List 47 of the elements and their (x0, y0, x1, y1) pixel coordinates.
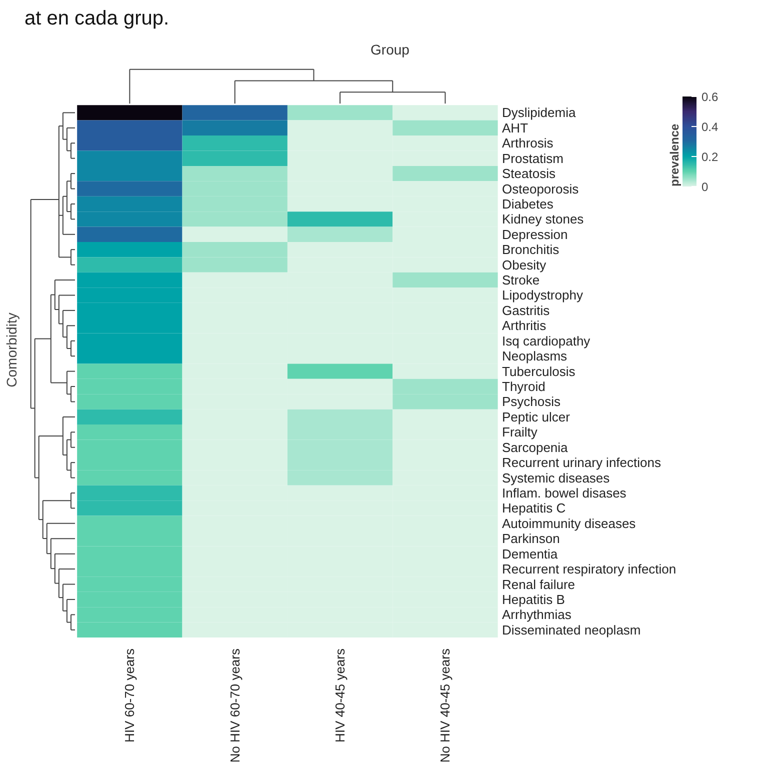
y-tick-label: Arthrosis (502, 136, 554, 151)
x-tick-label: No HIV 40-45 years (438, 648, 453, 763)
y-tick-label: Parkinson (502, 531, 560, 546)
y-tick-label: Frailty (502, 424, 538, 440)
color-bar-label: 0.4 (702, 120, 719, 134)
y-axis-title: Comorbidity (4, 312, 20, 388)
text: at en cada grup. (24, 8, 170, 30)
y-tick-label: Depression (502, 226, 568, 242)
y-tick-label: Bronchitis (502, 242, 560, 258)
y-tick-label: Sarcopenia (502, 440, 569, 455)
y-tick-label: Diabetes (502, 196, 554, 212)
y-tick-label: Dyslipidemia (502, 105, 576, 120)
y-tick-label: Prostatism (502, 150, 564, 166)
y-tick-label: Renal failure (502, 576, 576, 592)
y-tick-label: Obesity (502, 257, 547, 272)
y-tick-label: Dementia (502, 546, 558, 562)
y-tick-label: Neoplasms (502, 348, 568, 364)
y-tick-label: Osteoporosis (502, 181, 580, 196)
y-tick-label: Peptic ulcer (502, 409, 571, 424)
y-tick-label: Autoimmunity diseases (502, 516, 636, 531)
color-bar-label: 0.6 (702, 90, 719, 104)
y-tick-label: Inflam. bowel disases (502, 485, 627, 500)
x-tick-label: No HIV 60-70 years (227, 648, 242, 763)
y-tick-label: Systemic diseases (502, 470, 610, 486)
x-tick-label: HIV 40-45 years (332, 648, 348, 742)
color-bar-label: 0 (702, 180, 708, 194)
y-tick-label: Steatosis (502, 166, 556, 182)
y-tick-label: Gastritis (502, 302, 550, 318)
y-tick-label: Arrhythmias (502, 607, 572, 622)
y-tick-label: Stroke (502, 272, 540, 288)
x-tick-label: HIV 60-70 years (122, 648, 138, 742)
y-tick-label: Recurrent urinary infections (502, 455, 662, 470)
color-bar-title: prevalence (668, 123, 682, 186)
y-tick-label: Thyroid (502, 379, 546, 394)
y-tick-label: Tuberculosis (502, 364, 576, 379)
color-bar-label: 0.2 (702, 150, 719, 164)
y-tick-label: Lipodystrophy (502, 288, 584, 303)
y-tick-label: AHT (502, 120, 528, 136)
chart-title: Group (370, 42, 410, 58)
y-tick-label: Arthritis (502, 318, 547, 334)
y-tick-label: Kidney stones (502, 212, 584, 227)
y-tick-label: Isq cardiopathy (502, 333, 591, 348)
y-tick-label: Hepatitis B (502, 592, 565, 607)
y-tick-label: Psychosis (502, 394, 562, 410)
y-tick-label: Recurrent respiratory infection (502, 562, 676, 577)
y-tick-label: Disseminated neoplasm (502, 622, 641, 638)
y-tick-label: Hepatitis C (502, 500, 566, 516)
